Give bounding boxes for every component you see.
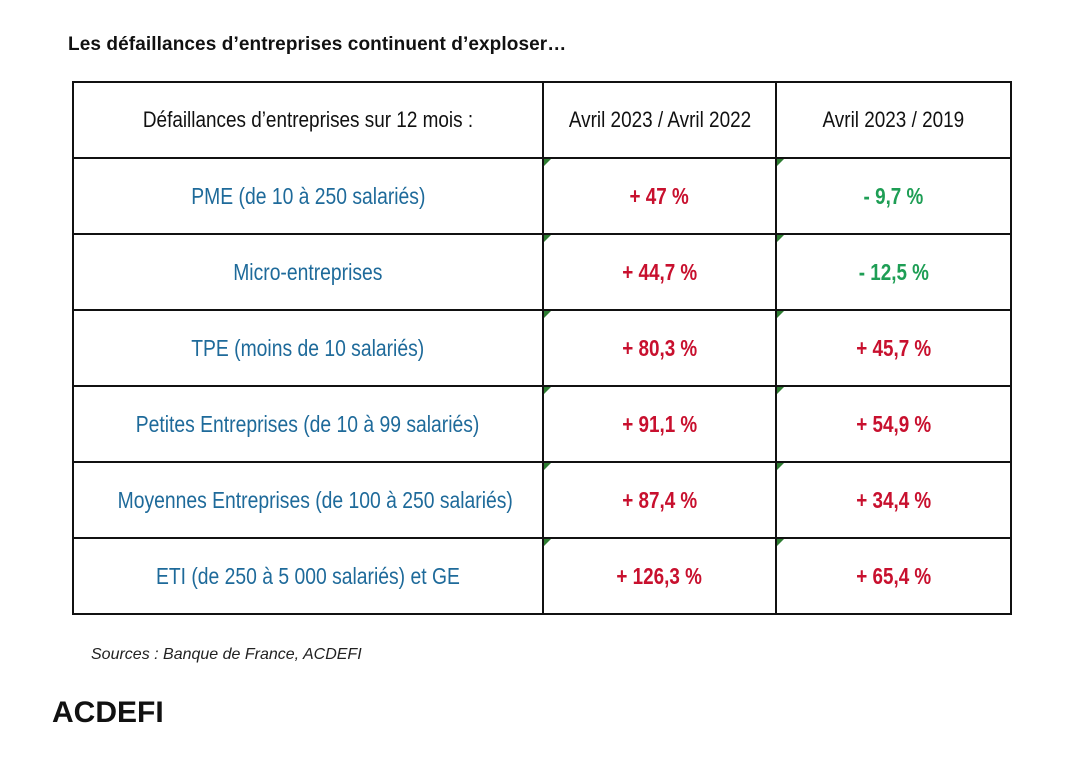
source-note: Sources : Banque de France, ACDEFI	[91, 646, 362, 663]
table-row: PME (de 10 à 250 salariés) + 47 % - 9,7 …	[72, 157, 1012, 235]
row-label: Micro-entreprises	[72, 233, 544, 311]
failures-table: Défaillances d’entreprises sur 12 mois :…	[72, 81, 1012, 615]
value-cell: + 45,7 %	[775, 309, 1012, 387]
value-cell: + 34,4 %	[775, 461, 1012, 539]
header-period-2022: Avril 2023 / Avril 2022	[542, 81, 777, 159]
row-label: Moyennes Entreprises (de 100 à 250 salar…	[72, 461, 544, 539]
table-header-row: Défaillances d’entreprises sur 12 mois :…	[72, 81, 1012, 159]
value-cell: + 54,9 %	[775, 385, 1012, 463]
footer-brand: ACDEFI	[52, 696, 164, 729]
value-cell: - 12,5 %	[775, 233, 1012, 311]
row-label: PME (de 10 à 250 salariés)	[72, 157, 544, 235]
table-row: Moyennes Entreprises (de 100 à 250 salar…	[72, 461, 1012, 539]
header-period-2019: Avril 2023 / 2019	[775, 81, 1012, 159]
value-cell: + 44,7 %	[542, 233, 777, 311]
value-cell: + 91,1 %	[542, 385, 777, 463]
table-row: Petites Entreprises (de 10 à 99 salariés…	[72, 385, 1012, 463]
header-category: Défaillances d’entreprises sur 12 mois :	[72, 81, 544, 159]
value-cell: + 80,3 %	[542, 309, 777, 387]
table-row: Micro-entreprises + 44,7 % - 12,5 %	[72, 233, 1012, 311]
value-cell: + 87,4 %	[542, 461, 777, 539]
value-cell: + 47 %	[542, 157, 777, 235]
value-cell: - 9,7 %	[775, 157, 1012, 235]
table-row: TPE (moins de 10 salariés) + 80,3 % + 45…	[72, 309, 1012, 387]
row-label: Petites Entreprises (de 10 à 99 salariés…	[72, 385, 544, 463]
table-row: ETI (de 250 à 5 000 salariés) et GE + 12…	[72, 537, 1012, 615]
value-cell: + 65,4 %	[775, 537, 1012, 615]
figure-title: Les défaillances d’entreprises continuen…	[68, 34, 567, 55]
row-label: ETI (de 250 à 5 000 salariés) et GE	[72, 537, 544, 615]
row-label: TPE (moins de 10 salariés)	[72, 309, 544, 387]
value-cell: + 126,3 %	[542, 537, 777, 615]
